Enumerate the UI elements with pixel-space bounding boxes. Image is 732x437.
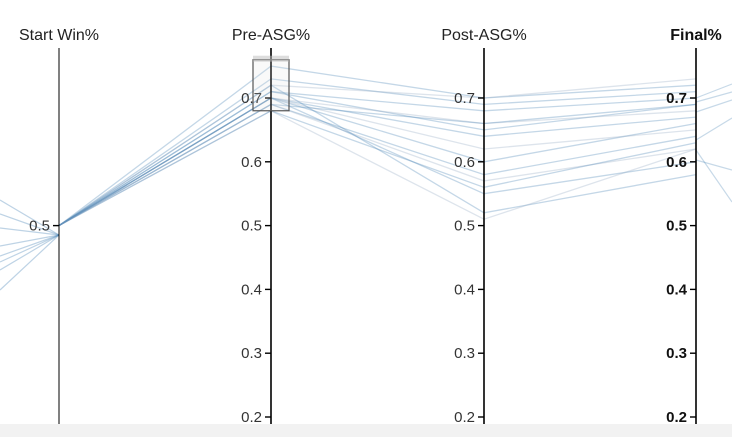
axis-title[interactable]: Start Win% xyxy=(19,27,99,44)
series-line xyxy=(58,97,697,227)
series-line xyxy=(58,110,697,227)
tick-label: 0.5 xyxy=(29,218,50,235)
line-fragment-left xyxy=(0,234,60,271)
line-fragment-left xyxy=(0,234,60,263)
tick-label: 0.3 xyxy=(666,345,687,362)
tick-label: 0.2 xyxy=(241,409,262,426)
tick-label: 0.6 xyxy=(454,154,475,171)
brush-selection[interactable] xyxy=(252,59,290,112)
series-line xyxy=(58,97,697,227)
axis: Post-ASG% 0.7 0.6 0.5 0.4 0.3 0.2 xyxy=(441,27,526,426)
tick-label: 0.2 xyxy=(454,409,475,426)
line-fragment-right xyxy=(695,159,732,171)
series-line xyxy=(58,110,697,227)
series-line xyxy=(58,65,697,227)
line-fragment-left xyxy=(0,199,60,236)
series-line xyxy=(58,78,697,227)
tick-label: 0.6 xyxy=(666,154,687,171)
line-fragment-left xyxy=(0,213,60,236)
series-line xyxy=(58,103,697,227)
series-line xyxy=(58,103,697,227)
line-fragment-right xyxy=(695,99,732,113)
tick-label: 0.4 xyxy=(241,281,262,298)
line-fragment-right xyxy=(695,149,732,203)
axis: Start Win% 0.5 xyxy=(19,27,99,424)
axis: Final% 0.7 0.6 0.5 0.4 0.3 0.2 xyxy=(666,27,722,426)
tick-label: 0.2 xyxy=(666,409,687,426)
axes: Start Win%0.5Pre-ASG%0.70.60.50.40.30.2P… xyxy=(19,27,722,426)
series-line xyxy=(58,90,697,227)
tick-label: 0.7 xyxy=(454,90,475,107)
line-fragment-left xyxy=(0,227,60,236)
axis-title[interactable]: Final% xyxy=(670,27,722,44)
tick-label: 0.3 xyxy=(241,345,262,362)
line-fragment-left xyxy=(0,234,60,291)
tick-label: 0.7 xyxy=(666,90,687,107)
axis: Pre-ASG% 0.7 0.6 0.5 0.4 0.3 0.2 xyxy=(232,27,310,426)
series-line xyxy=(58,90,697,227)
series-line xyxy=(58,84,697,227)
series-line xyxy=(58,103,697,227)
tick-label: 0.7 xyxy=(241,90,262,107)
series-lines xyxy=(0,65,732,291)
line-fragment-right xyxy=(695,117,732,141)
series-line xyxy=(58,97,697,227)
series-line xyxy=(58,78,697,227)
line-fragment-right xyxy=(695,91,732,103)
tick-label: 0.4 xyxy=(454,281,475,298)
series-line xyxy=(58,97,697,227)
brush-layer[interactable] xyxy=(252,55,290,112)
line-fragment-right xyxy=(695,83,732,99)
line-fragment-left xyxy=(0,234,60,247)
tick-label: 0.5 xyxy=(241,218,262,235)
tick-label: 0.6 xyxy=(241,154,262,171)
line-fragment-left xyxy=(0,234,60,257)
brush-handle-top[interactable] xyxy=(253,55,289,62)
axis-title[interactable]: Post-ASG% xyxy=(441,27,526,44)
tick-label: 0.5 xyxy=(666,218,687,235)
tick-label: 0.5 xyxy=(454,218,475,235)
tick-label: 0.4 xyxy=(666,281,688,298)
axis-title[interactable]: Pre-ASG% xyxy=(232,27,310,44)
tick-label: 0.3 xyxy=(454,345,475,362)
bottom-strip xyxy=(0,424,732,437)
series-line xyxy=(58,97,697,227)
